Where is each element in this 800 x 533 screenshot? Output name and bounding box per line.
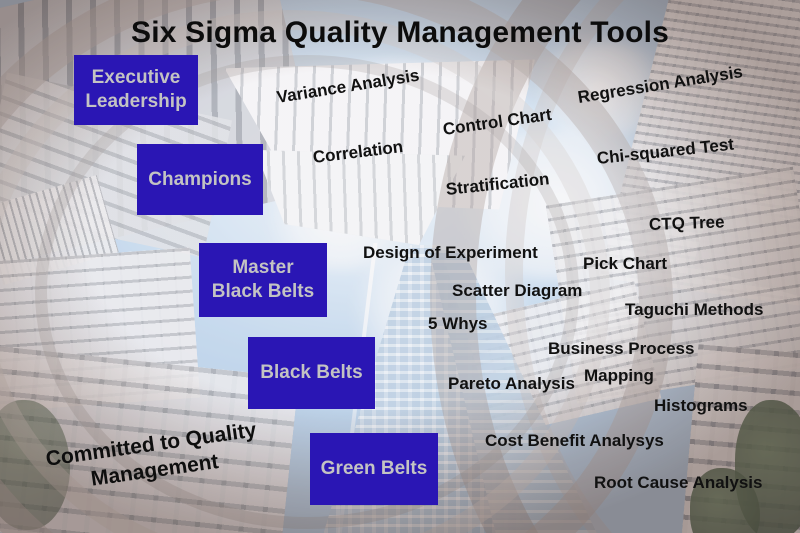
tool-label-scatter-diagram[interactable]: Scatter Diagram	[452, 281, 583, 300]
tool-label-mapping[interactable]: Mapping	[584, 366, 654, 385]
tagline: Committed to Quality Management	[16, 413, 291, 503]
role-box-executive-leadership[interactable]: Executive Leadership	[74, 55, 198, 125]
tool-label-business-process[interactable]: Business Process	[548, 339, 695, 358]
role-label-line-1: Master	[232, 257, 294, 279]
tool-label-pareto-analysis[interactable]: Pareto Analysis	[448, 374, 575, 393]
role-label-line-1: Champions	[148, 168, 252, 190]
tool-label-pick-chart[interactable]: Pick Chart	[583, 254, 668, 273]
role-label-line-2: Black Belts	[211, 281, 315, 302]
tool-label-correlation[interactable]: Correlation	[311, 137, 405, 167]
role-box-champions[interactable]: Champions	[137, 144, 263, 215]
role-label-line-2: Leadership	[85, 91, 187, 112]
tool-label-chi-squared-test[interactable]: Chi-squared Test	[595, 134, 735, 168]
role-label-line-1: Black Belts	[260, 362, 363, 384]
tool-label-ctq-tree[interactable]: CTQ Tree	[648, 212, 725, 234]
tool-label-histograms[interactable]: Histograms	[654, 396, 748, 415]
tool-label-design-of-experiment[interactable]: Design of Experiment	[363, 243, 538, 262]
page-title: Six Sigma Quality Management Tools	[130, 16, 670, 49]
tool-label-regression-analysis[interactable]: Regression Analysis	[576, 62, 744, 107]
tool-label-control-chart[interactable]: Control Chart	[441, 104, 553, 139]
tool-label-stratification[interactable]: Stratification	[444, 169, 551, 199]
role-box-black-belts[interactable]: Black Belts	[248, 337, 375, 409]
role-box-green-belts[interactable]: Green Belts	[310, 433, 438, 505]
tool-label-cost-benefit-analysys[interactable]: Cost Benefit Analysys	[485, 431, 664, 450]
tool-label-five-whys[interactable]: 5 Whys	[428, 314, 488, 333]
tool-label-root-cause-analysis[interactable]: Root Cause Analysis	[594, 473, 763, 492]
role-label-line-1: Green Belts	[320, 458, 428, 480]
role-box-master-black-belts[interactable]: Master Black Belts	[199, 243, 327, 317]
role-label-line-1: Executive	[91, 67, 181, 89]
tool-label-taguchi-methods[interactable]: Taguchi Methods	[625, 300, 764, 319]
tool-label-variance-analysis[interactable]: Variance Analysis	[275, 65, 421, 107]
